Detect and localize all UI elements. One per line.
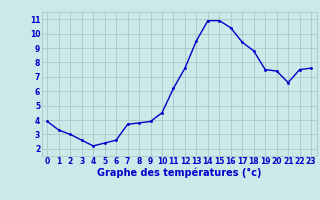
X-axis label: Graphe des températures (°c): Graphe des températures (°c) xyxy=(97,168,261,178)
